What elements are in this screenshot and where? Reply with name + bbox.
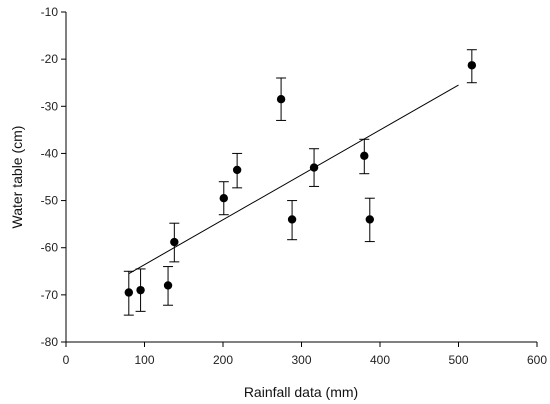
x-tick-label: 0 (63, 353, 70, 367)
data-point (276, 95, 286, 104)
data-point (163, 281, 173, 290)
data-point (136, 285, 145, 295)
y-tick-label: -60 (41, 241, 59, 255)
y-tick-label: -40 (41, 146, 59, 160)
data-points (124, 61, 477, 297)
data-point (170, 237, 179, 247)
data-point (232, 165, 242, 175)
trendline-layer (128, 84, 459, 275)
ticks: 0 100 200 300 400 500 600 -10 -20 -30 -40 -50 -60 -70… (41, 5, 548, 367)
x-tick-label: 400 (370, 353, 390, 367)
y-axis-title: Water table (cm) (9, 126, 25, 229)
x-tick-label: 500 (448, 353, 468, 367)
error-bars (123, 49, 477, 316)
data-point (467, 61, 477, 70)
y-tick-label: -50 (41, 194, 59, 208)
y-tick-label: -20 (41, 52, 59, 66)
y-tick-label: -80 (41, 335, 59, 349)
data-point (365, 215, 374, 224)
y-tick-label: -30 (41, 99, 59, 113)
data-point (309, 163, 319, 172)
x-tick-label: 200 (213, 353, 233, 367)
x-tick-label: 300 (291, 353, 311, 367)
y-tick-label: -10 (41, 5, 59, 19)
y-tick-label: -70 (41, 288, 59, 302)
data-point (124, 288, 133, 297)
x-axis-title: Rainfall data (mm) (244, 384, 358, 400)
x-tick-label: 100 (134, 353, 154, 367)
trendline (128, 84, 459, 275)
axes (65, 12, 537, 343)
data-point (287, 215, 297, 224)
data-point (360, 151, 369, 160)
x-tick-label: 600 (527, 353, 547, 367)
data-point (219, 194, 228, 203)
